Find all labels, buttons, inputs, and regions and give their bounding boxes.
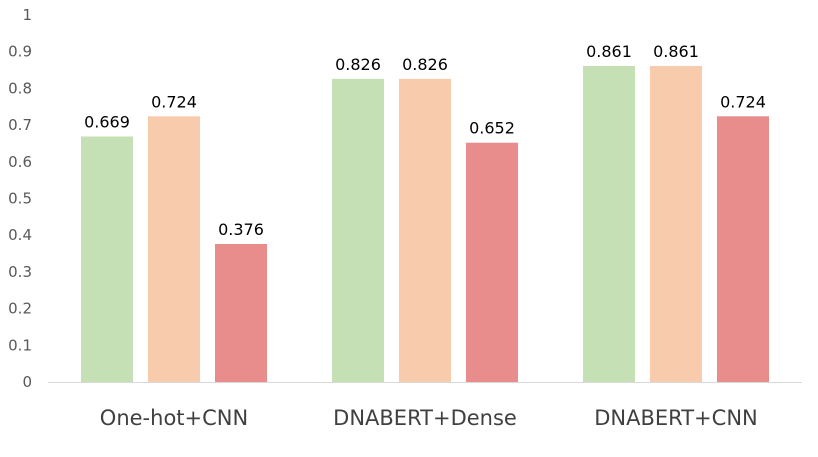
data-label: 0.669 [84, 112, 130, 131]
y-tick-label: 0 [22, 373, 32, 391]
y-tick-label: 0.3 [8, 263, 32, 281]
x-category-label: DNABERT+Dense [333, 406, 517, 430]
bar [650, 66, 702, 382]
data-label: 0.376 [218, 220, 264, 239]
data-label: 0.826 [402, 55, 448, 74]
x-category-label: DNABERT+CNN [594, 406, 758, 430]
y-tick-label: 0.8 [8, 79, 32, 97]
bar [399, 78, 451, 382]
data-label: 0.861 [653, 42, 699, 61]
y-tick-label: 0.2 [8, 300, 32, 318]
y-tick-label: 0.4 [8, 226, 32, 244]
y-tick-label: 0.9 [8, 43, 32, 61]
y-tick-label: 0.5 [8, 190, 32, 208]
y-tick-label: 0.6 [8, 153, 32, 171]
y-tick-label: 1 [22, 6, 32, 24]
data-label: 0.861 [586, 42, 632, 61]
bar [466, 142, 518, 382]
bar [583, 66, 635, 382]
bar [332, 78, 384, 382]
data-label: 0.652 [469, 119, 515, 138]
data-label: 0.724 [720, 92, 766, 111]
y-tick-label: 0.1 [8, 336, 32, 354]
bar [215, 244, 267, 382]
bar [148, 116, 200, 383]
bar [81, 136, 133, 382]
x-category-label: One-hot+CNN [100, 406, 248, 430]
y-tick-label: 0.7 [8, 116, 32, 134]
bar [717, 116, 769, 383]
data-label: 0.724 [151, 92, 197, 111]
data-label: 0.826 [335, 55, 381, 74]
